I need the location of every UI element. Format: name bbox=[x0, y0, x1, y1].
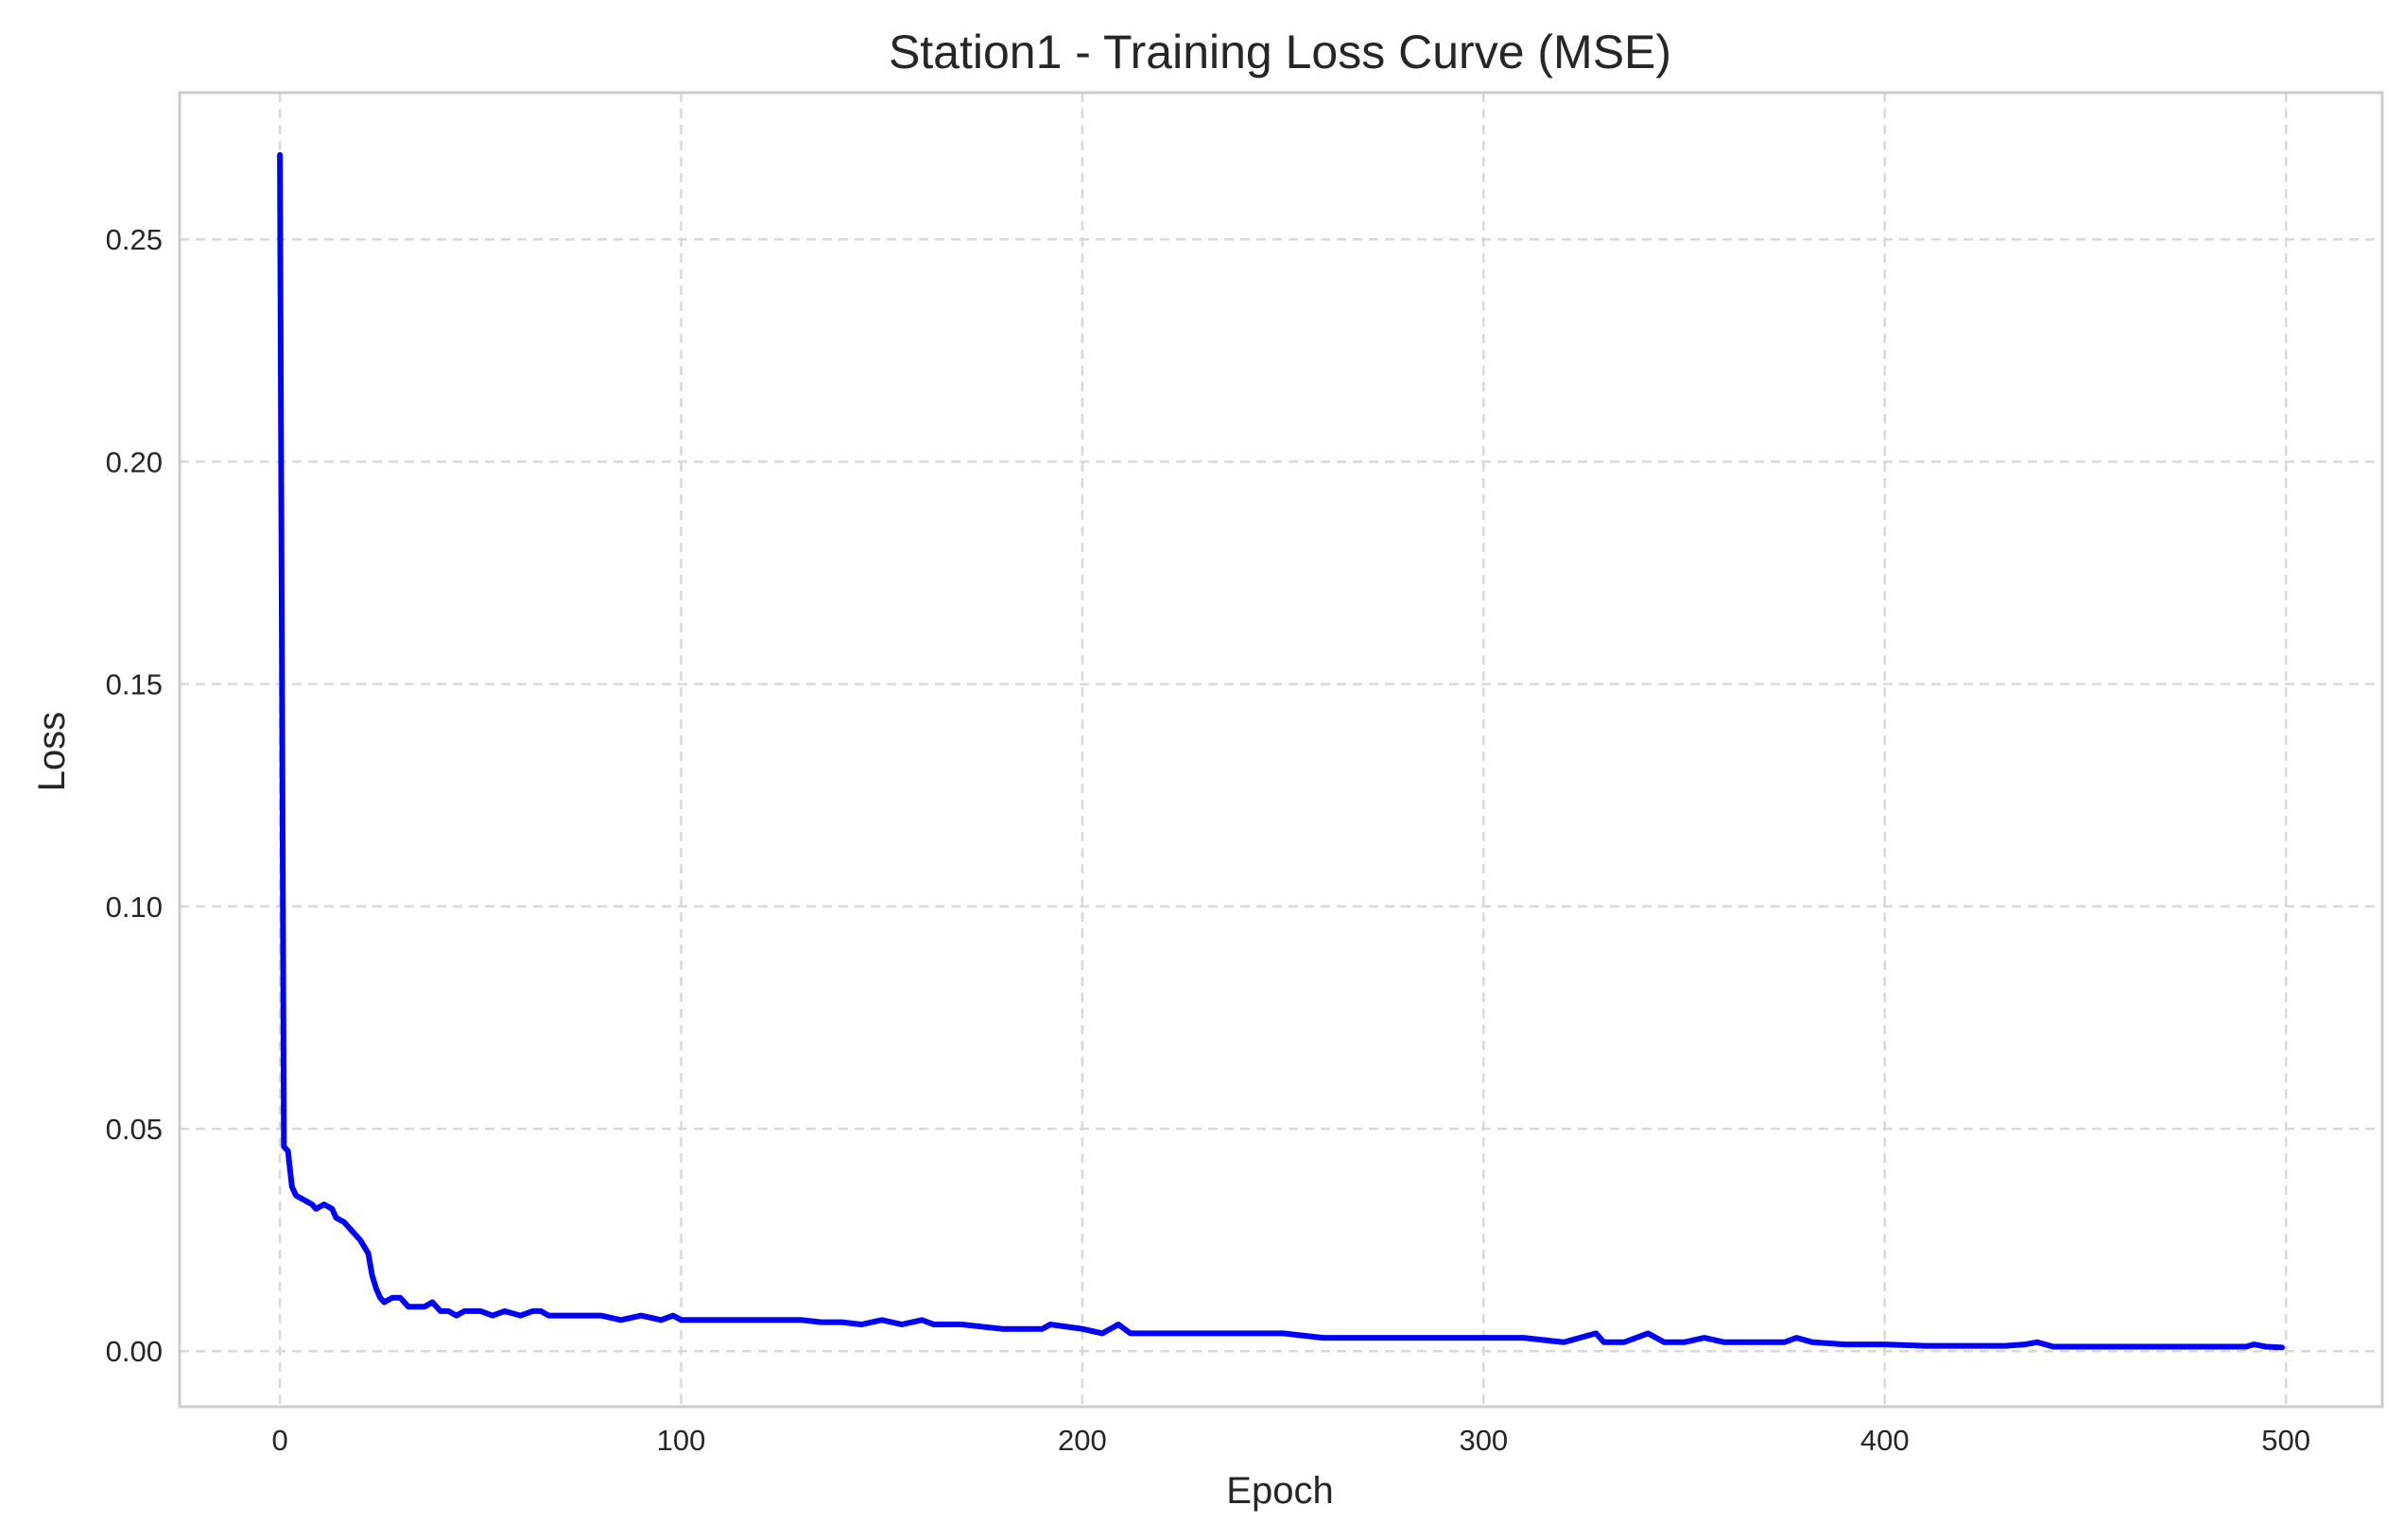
y-axis-ticks: 0.00 0.05 0.10 0.15 0.20 0.25 bbox=[106, 223, 163, 1368]
chart-title: Station1 - Training Loss Curve (MSE) bbox=[889, 26, 1671, 78]
x-tick-label: 0 bbox=[271, 1424, 287, 1457]
x-tick-label: 200 bbox=[1058, 1424, 1107, 1457]
grid-lines bbox=[180, 93, 2382, 1407]
y-tick-label: 0.00 bbox=[106, 1335, 163, 1368]
x-tick-label: 300 bbox=[1459, 1424, 1508, 1457]
x-tick-label: 100 bbox=[657, 1424, 706, 1457]
x-axis-label: Epoch bbox=[1226, 1470, 1333, 1512]
x-axis-ticks: 0 100 200 300 400 500 bbox=[271, 1424, 2310, 1457]
y-tick-label: 0.25 bbox=[106, 223, 163, 256]
x-tick-label: 500 bbox=[2261, 1424, 2310, 1457]
plot-frame bbox=[178, 91, 2384, 1409]
y-tick-label: 0.05 bbox=[106, 1113, 163, 1146]
x-tick-label: 400 bbox=[1860, 1424, 1910, 1457]
y-tick-label: 0.15 bbox=[106, 668, 163, 701]
y-tick-label: 0.10 bbox=[106, 891, 163, 924]
y-axis-label: Loss bbox=[31, 712, 73, 792]
y-tick-label: 0.20 bbox=[106, 445, 163, 478]
series-line-loss bbox=[277, 151, 2285, 1351]
